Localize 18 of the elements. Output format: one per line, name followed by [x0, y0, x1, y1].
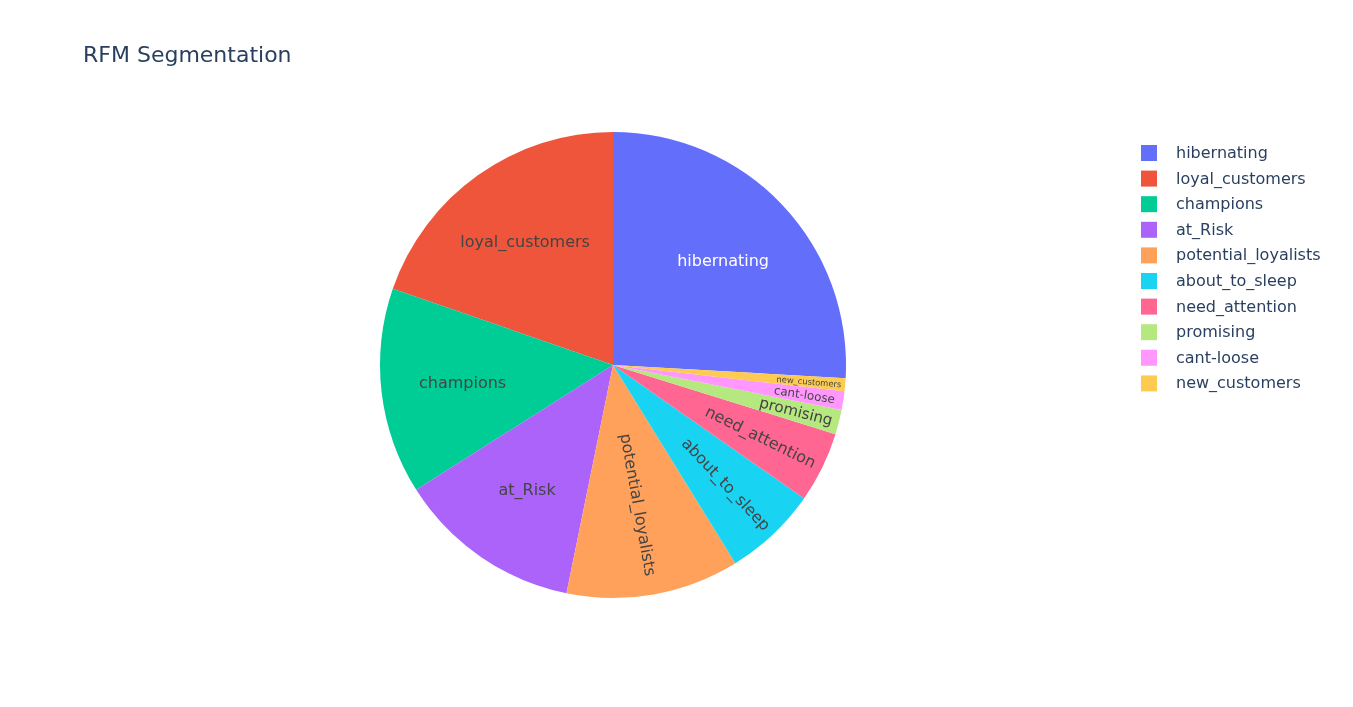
legend-label: promising [1176, 322, 1256, 342]
pie-slice [416, 365, 613, 594]
legend-label: potential_loyalists [1176, 245, 1321, 266]
pie-slice [613, 132, 846, 379]
legend-label: at_Risk [1176, 219, 1234, 240]
slice-label: champions [418, 372, 507, 392]
legend-label: new_customers [1176, 373, 1301, 394]
legend-label: about_to_sleep [1176, 271, 1297, 291]
text: RFM Segmentation [83, 42, 292, 67]
slice-label: at_Risk [498, 479, 557, 500]
slice-label: hibernating [677, 250, 769, 270]
slice-label: loyal_customers [460, 231, 590, 252]
legend-label: champions [1176, 194, 1264, 214]
legend-label: cant-loose [1176, 347, 1259, 367]
pie-slice [392, 132, 613, 365]
legend-label: hibernating [1176, 143, 1268, 162]
legend-label: need_attention [1176, 296, 1297, 317]
legend-label: loyal_customers [1176, 168, 1306, 189]
